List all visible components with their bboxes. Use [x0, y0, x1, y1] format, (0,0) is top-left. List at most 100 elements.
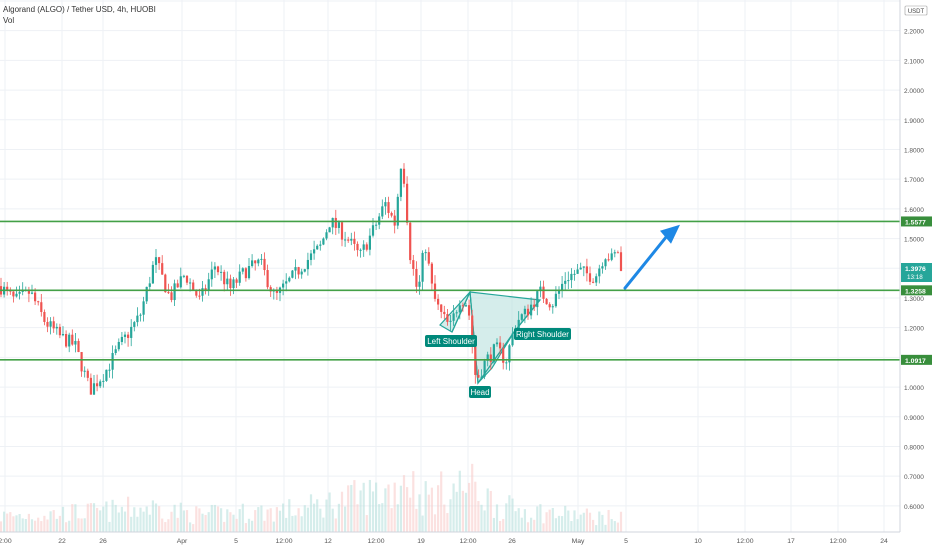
volume-bar [167, 519, 170, 532]
candle-body [592, 281, 595, 283]
candle-body [520, 314, 523, 320]
volume-bar [34, 520, 37, 532]
candle-body [313, 249, 316, 254]
volume-bar [340, 491, 344, 532]
candle-body [12, 291, 15, 297]
volume-bar [347, 485, 350, 532]
price-axis[interactable]: 2.2000 2.1000 2.0000 1.9000 1.8000 1.7000 1.60… [899, 0, 932, 550]
candle-body [446, 314, 449, 322]
volume-bar [80, 518, 83, 532]
candle-body [114, 349, 117, 354]
candle-body [585, 266, 588, 274]
candle-body [499, 342, 502, 349]
candle-body [551, 306, 554, 308]
volume-bar [616, 522, 619, 532]
volume-bar [610, 519, 613, 532]
price-tick-label: 2.2000 [904, 29, 924, 36]
candle-body [449, 320, 452, 322]
volume-bar [297, 508, 300, 532]
price-tick-label: 1.9000 [904, 118, 924, 125]
candle-body [34, 292, 37, 302]
volume-bar [111, 499, 114, 532]
volume-bar [328, 492, 331, 532]
support-resistance-levels[interactable] [0, 220, 900, 361]
candle-body [105, 369, 108, 381]
candle-body [604, 259, 607, 267]
candle-body [241, 268, 244, 272]
volume-bar [74, 504, 77, 532]
volume-bar [309, 494, 313, 532]
candle-body [461, 305, 464, 307]
volume-bar [592, 519, 595, 532]
candle-body [158, 257, 161, 264]
candle-body [27, 289, 30, 294]
time-tick-label: 24 [880, 538, 888, 545]
candle-body [216, 266, 220, 273]
volume-bar [49, 511, 52, 532]
candle-body [151, 264, 154, 284]
time-tick-label: 12 [324, 538, 332, 545]
volume-bar [12, 516, 15, 532]
volume-bar [548, 509, 551, 532]
volume-bar [530, 517, 533, 532]
candle-body [96, 383, 99, 387]
volume-bar [173, 504, 176, 532]
time-axis-bg [0, 532, 900, 550]
candle-body [40, 302, 43, 312]
volume-bar [139, 507, 142, 532]
candle-body [480, 376, 483, 378]
candle-body [198, 295, 201, 297]
candle-body [309, 253, 313, 260]
volume-bar [542, 523, 545, 532]
volume-bar [21, 518, 24, 532]
candle-body [266, 270, 269, 288]
volume-bar [142, 511, 145, 532]
volume-bar [99, 510, 102, 532]
volume-bar [18, 513, 21, 532]
time-tick-label: 12:00 [736, 538, 753, 545]
volume-bar [471, 463, 474, 532]
candle-body [409, 222, 412, 261]
price-badge-bg [901, 263, 932, 282]
volume-bar [371, 491, 375, 532]
candle-body [210, 269, 213, 280]
volume-bar [396, 504, 399, 532]
volume-bar [508, 495, 511, 532]
projection-arrow[interactable] [623, 224, 680, 290]
volume-bar [319, 508, 322, 532]
volume-bar [406, 487, 409, 532]
candle-body [387, 202, 390, 213]
volume-bar [263, 520, 266, 532]
volume-bar [275, 507, 278, 532]
candle-body [508, 345, 511, 363]
head-label-bg [469, 386, 491, 398]
candle-body [588, 273, 592, 282]
chart-legend: Algorand (ALGO) / Tether USD, 4h, HUOBI … [3, 4, 156, 26]
candle-body [71, 334, 74, 345]
candle-body [331, 217, 334, 228]
time-tick-label: 5 [234, 538, 238, 545]
candle-body [83, 370, 86, 372]
volume-bar [533, 519, 536, 532]
candle-body [523, 308, 526, 315]
candle-body [452, 313, 455, 321]
time-tick-label: 17 [787, 538, 795, 545]
volume-bar [198, 508, 201, 532]
candle-body [117, 341, 120, 350]
candle-body [347, 239, 350, 241]
candle-body [161, 263, 164, 275]
volume-bar [27, 513, 30, 532]
candle-body [220, 271, 223, 273]
time-tick-label: May [572, 538, 585, 545]
candle-body [275, 290, 278, 293]
candle-body [554, 293, 557, 307]
candle-body [229, 278, 232, 289]
candle-body [530, 304, 533, 316]
volume-bar [378, 504, 381, 532]
volume-bar [306, 507, 309, 532]
candle-body [282, 283, 285, 288]
price-tick-label: 0.8000 [904, 444, 924, 451]
time-axis[interactable]: 2:00 22 26 Apr 5 12:00 12 12:00 19 12:00 26 May 5 10 1… [0, 531, 900, 550]
volume-bar [325, 499, 328, 532]
